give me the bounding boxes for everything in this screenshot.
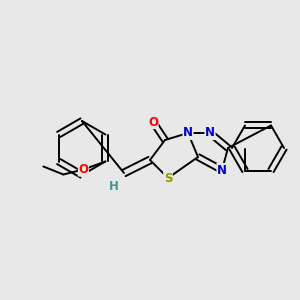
Text: O: O bbox=[148, 116, 158, 128]
Text: S: S bbox=[164, 172, 172, 184]
Text: N: N bbox=[205, 127, 215, 140]
Text: N: N bbox=[183, 127, 193, 140]
Text: O: O bbox=[78, 163, 88, 176]
Text: H: H bbox=[109, 181, 119, 194]
Text: N: N bbox=[217, 164, 227, 176]
